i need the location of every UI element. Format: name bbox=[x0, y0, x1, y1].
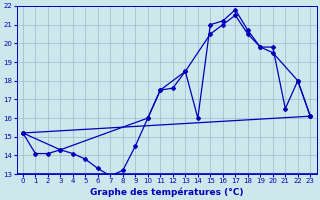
X-axis label: Graphe des températures (°C): Graphe des températures (°C) bbox=[90, 187, 243, 197]
